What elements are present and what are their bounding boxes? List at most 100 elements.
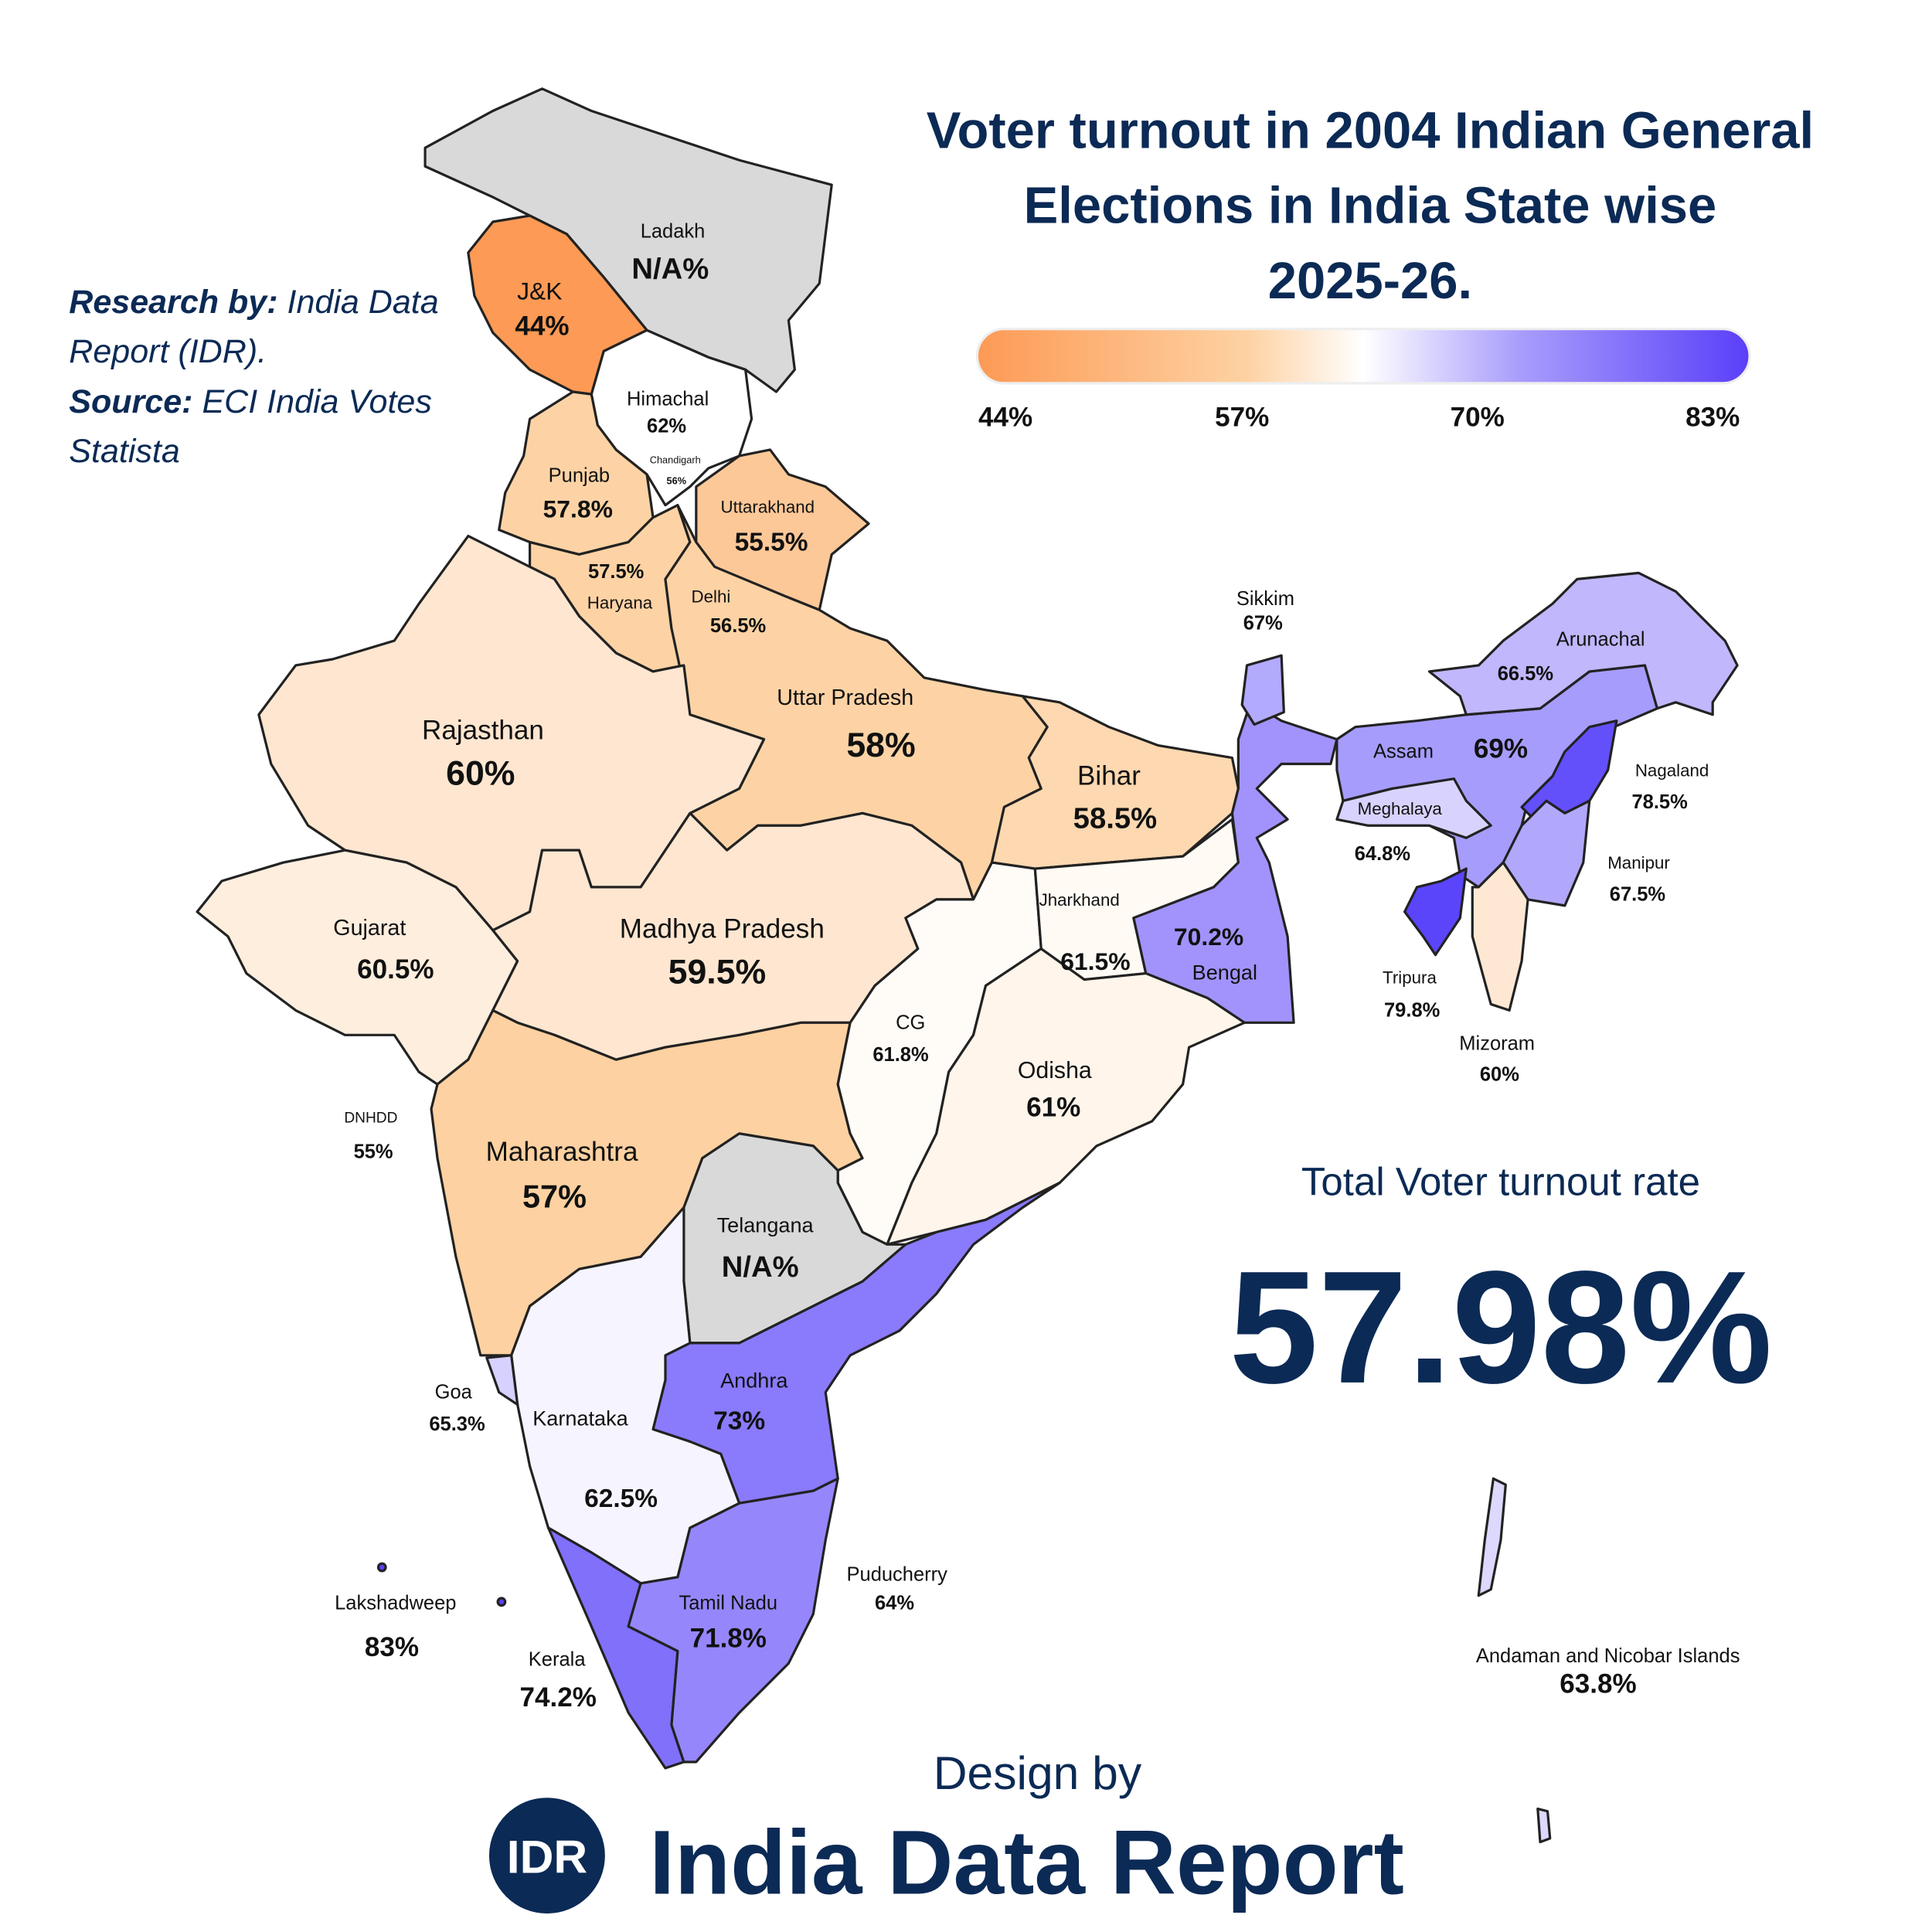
label-bihar: Bihar xyxy=(1077,761,1141,791)
label-tripura: Tripura xyxy=(1383,968,1437,987)
value-tamil-nadu: 71.8% xyxy=(690,1624,767,1654)
label-sikkim: Sikkim xyxy=(1236,588,1294,610)
label-himachal: Himachal xyxy=(627,389,709,410)
label-andhra: Andhra xyxy=(720,1368,788,1392)
legend-tick-70: 70% xyxy=(1451,403,1505,433)
value-meghalaya: 64.8% xyxy=(1355,843,1410,865)
value-maharashtra: 57% xyxy=(522,1179,587,1215)
state-tripura[interactable] xyxy=(1403,867,1468,957)
value-karnataka: 62.5% xyxy=(584,1485,658,1513)
value-tripura: 79.8% xyxy=(1384,999,1440,1021)
legend-gradient-bar xyxy=(975,328,1751,385)
value-haryana: 57.5% xyxy=(588,561,644,583)
label-tamil-nadu: Tamil Nadu xyxy=(679,1592,778,1614)
value-gujarat: 60.5% xyxy=(357,954,434,985)
value-uttarakhand: 55.5% xyxy=(735,529,808,557)
legend-tick-57: 57% xyxy=(1215,403,1269,433)
value-andhra: 73% xyxy=(713,1406,765,1435)
label-karnataka: Karnataka xyxy=(532,1406,628,1430)
label-arunachal: Arunachal xyxy=(1556,628,1645,650)
value-bengal: 70.2% xyxy=(1174,923,1243,951)
research-by-2: Report (IDR). xyxy=(69,333,267,370)
value-punjab: 57.8% xyxy=(543,495,613,523)
label-madhya-pradesh: Madhya Pradesh xyxy=(620,913,825,944)
state-arunachal[interactable] xyxy=(1427,571,1739,716)
color-legend: 44% 57% 70% 83% xyxy=(975,328,1751,433)
value-goa: 65.3% xyxy=(429,1413,485,1435)
label-kerala: Kerala xyxy=(529,1649,587,1671)
value-jharkhand: 61.5% xyxy=(1060,947,1130,975)
label-nagaland: Nagaland xyxy=(1635,760,1709,780)
state-mizoram[interactable] xyxy=(1471,861,1529,1012)
source: Source: ECI India Votes xyxy=(69,383,432,420)
value-sikkim: 67% xyxy=(1243,613,1283,634)
label-punjab: Punjab xyxy=(549,464,610,486)
research-by: Research by: India Data xyxy=(69,284,438,321)
value-manipur: 67.5% xyxy=(1610,883,1665,905)
label-ladakh: Ladakh xyxy=(641,221,706,243)
idr-logo-text: IDR xyxy=(507,1830,587,1883)
title-line-3: 2025-26. xyxy=(1268,252,1472,310)
legend-tick-83: 83% xyxy=(1685,403,1740,433)
value-kerala: 74.2% xyxy=(520,1682,597,1713)
islands-lakshadweep-2[interactable] xyxy=(496,1597,507,1607)
label-assam: Assam xyxy=(1373,741,1434,763)
label-odisha: Odisha xyxy=(1018,1058,1092,1083)
total-block: Total Voter turnout rate 57.98% xyxy=(1229,1160,1772,1417)
title-block: Voter turnout in 2004 Indian General Ele… xyxy=(927,101,1814,310)
value-lakshadweep: 83% xyxy=(365,1632,419,1662)
label-mizoram: Mizoram xyxy=(1459,1032,1535,1054)
label-lakshadweep: Lakshadweep xyxy=(335,1592,456,1614)
value-uttar-pradesh: 58% xyxy=(846,726,915,764)
value-arunachal: 66.5% xyxy=(1498,663,1553,685)
label-manipur: Manipur xyxy=(1607,853,1670,872)
value-dnhdd: 55% xyxy=(354,1141,393,1163)
islands-andaman-south[interactable] xyxy=(1536,1807,1552,1844)
label-bengal: Bengal xyxy=(1192,961,1257,985)
value-telangana: N/A% xyxy=(722,1250,799,1284)
state-goa[interactable] xyxy=(485,1354,519,1406)
total-label: Total Voter turnout rate xyxy=(1301,1160,1700,1204)
label-telangana: Telangana xyxy=(717,1213,815,1236)
design-by: Design by xyxy=(934,1747,1142,1799)
legend-tick-44: 44% xyxy=(978,403,1032,433)
label-gujarat: Gujarat xyxy=(333,916,406,940)
label-dnhdd: DNHDD xyxy=(344,1110,397,1126)
brand-name: India Data Report xyxy=(649,1812,1404,1914)
title-line-2: Elections in India State wise xyxy=(1024,177,1717,235)
idr-logo xyxy=(488,1798,605,1914)
state-sikkim[interactable] xyxy=(1240,654,1285,726)
label-andaman: Andaman and Nicobar Islands xyxy=(1476,1645,1740,1667)
total-value: 57.98% xyxy=(1229,1237,1772,1417)
label-jharkhand: Jharkhand xyxy=(1039,890,1120,910)
state-tamil-nadu[interactable] xyxy=(627,1477,839,1764)
value-madhya-pradesh: 59.5% xyxy=(668,953,767,991)
state-manipur[interactable] xyxy=(1502,799,1591,907)
islands-andaman[interactable] xyxy=(1477,1477,1507,1597)
value-puducherry: 64% xyxy=(875,1592,914,1614)
label-meghalaya: Meghalaya xyxy=(1358,799,1443,818)
label-uttarakhand: Uttarakhand xyxy=(721,497,815,516)
label-maharashtra: Maharashtra xyxy=(486,1137,638,1167)
value-ladakh: N/A% xyxy=(631,252,709,285)
state-west-bengal[interactable] xyxy=(1132,701,1338,1024)
state-meghalaya[interactable] xyxy=(1335,777,1492,839)
state-odisha[interactable] xyxy=(886,947,1246,1246)
value-andaman: 63.8% xyxy=(1560,1669,1636,1699)
states-layer xyxy=(196,87,1739,1844)
islands-lakshadweep[interactable] xyxy=(376,1562,387,1573)
value-rajasthan: 60% xyxy=(446,755,515,793)
label-goa: Goa xyxy=(435,1382,473,1403)
label-rajasthan: Rajasthan xyxy=(422,716,544,746)
source-2: Statista xyxy=(69,433,180,470)
label-delhi: Delhi xyxy=(692,587,731,607)
value-odisha: 61% xyxy=(1026,1093,1080,1123)
value-mizoram: 60% xyxy=(1480,1063,1519,1085)
value-himachal: 62% xyxy=(647,416,686,437)
value-jk: 44% xyxy=(515,311,569,342)
value-bihar: 58.5% xyxy=(1073,801,1157,835)
value-nagaland: 78.5% xyxy=(1631,791,1687,813)
label-chandigarh: Chandigarh xyxy=(650,454,701,465)
value-delhi: 56.5% xyxy=(710,615,766,637)
